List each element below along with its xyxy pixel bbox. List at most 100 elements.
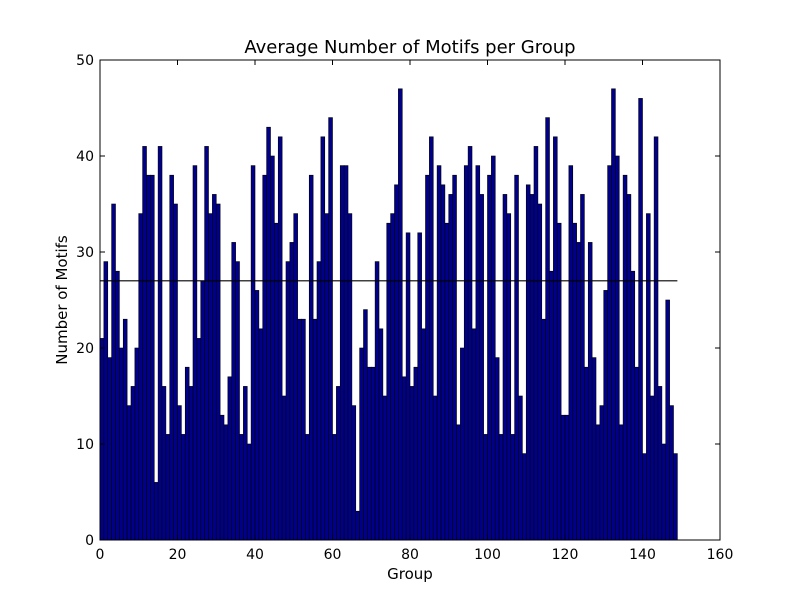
bar [274, 222, 279, 541]
bar-series [99, 88, 678, 541]
bar [239, 434, 244, 541]
bar [452, 174, 457, 541]
bar [405, 232, 411, 541]
bar [642, 453, 647, 541]
bar [266, 126, 271, 541]
bar [463, 165, 469, 541]
x-tick-label: 140 [629, 547, 656, 563]
bar [289, 242, 295, 541]
bar [374, 261, 380, 541]
bar [386, 222, 391, 541]
bar [413, 366, 419, 541]
bar [169, 174, 174, 541]
bar [308, 174, 314, 541]
bar [646, 213, 651, 541]
bar [398, 88, 403, 541]
bar [556, 222, 562, 541]
bar [653, 136, 659, 541]
bar [661, 443, 667, 541]
bar [580, 194, 585, 541]
bar [622, 174, 628, 541]
bar [638, 98, 643, 541]
bar [498, 434, 504, 541]
bar [134, 347, 140, 541]
bar [130, 386, 136, 541]
bar [584, 366, 589, 541]
bar [258, 328, 264, 541]
bar [270, 155, 275, 541]
bar [212, 194, 217, 541]
y-axis-label: Number of Motifs [53, 235, 71, 365]
bar [382, 395, 388, 541]
x-tick-label: 80 [401, 547, 419, 563]
bar [367, 366, 372, 541]
bar [107, 357, 112, 541]
bar [518, 395, 523, 541]
bar [111, 203, 116, 541]
bar [328, 117, 333, 541]
y-tick-label: 20 [76, 341, 94, 357]
bar [541, 318, 546, 541]
bar [231, 242, 236, 541]
bar [324, 213, 329, 541]
bar [665, 299, 670, 541]
bar [177, 405, 182, 541]
bar [568, 165, 574, 541]
bar [363, 309, 368, 541]
bar [184, 366, 190, 541]
bar [522, 453, 527, 541]
bar [603, 290, 608, 541]
bar [192, 165, 198, 541]
bar [351, 405, 357, 541]
bar [615, 155, 620, 541]
bar [115, 270, 120, 541]
bar [421, 328, 426, 541]
bar [618, 424, 624, 541]
bar [347, 213, 353, 541]
bar [525, 184, 531, 541]
bar [591, 357, 597, 541]
bar [332, 434, 337, 541]
bar [456, 424, 461, 541]
bar [126, 405, 132, 541]
bar [634, 366, 639, 541]
bar [432, 395, 438, 541]
bar [142, 146, 147, 541]
bar [440, 184, 446, 541]
bar [165, 434, 171, 541]
bar [355, 510, 360, 541]
bar [227, 376, 233, 541]
x-tick-label: 60 [324, 547, 342, 563]
bar [181, 434, 186, 541]
chart-title: Average Number of Motifs per Group [244, 37, 575, 58]
bar [161, 386, 167, 541]
bar [316, 261, 322, 541]
bar [417, 232, 422, 541]
bar [378, 328, 384, 541]
x-tick-label: 160 [707, 547, 734, 563]
bar [208, 213, 213, 541]
bar [444, 222, 450, 541]
bar [336, 386, 341, 541]
bar [200, 280, 205, 541]
bar [277, 136, 283, 541]
bar [510, 434, 515, 541]
x-tick-label: 100 [474, 547, 501, 563]
bar [560, 414, 566, 541]
bar [564, 414, 570, 541]
bar [487, 174, 492, 541]
bar [157, 146, 163, 541]
x-tick-label: 120 [552, 547, 579, 563]
x-tick-label: 40 [246, 547, 264, 563]
bar [529, 194, 535, 541]
bar [409, 386, 415, 541]
y-tick-label: 10 [76, 437, 94, 453]
bar [99, 338, 105, 541]
bar [471, 328, 477, 541]
bar [657, 386, 663, 541]
bar [246, 443, 252, 541]
bar [223, 424, 229, 541]
bar [150, 174, 155, 541]
bar [533, 146, 539, 541]
